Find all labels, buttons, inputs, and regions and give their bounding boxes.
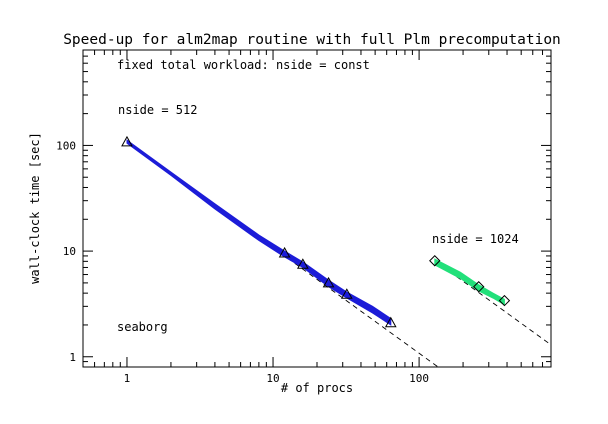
diamond-marker (429, 255, 441, 267)
y-axis-label: wall-clock time [sec] (28, 132, 42, 284)
series-label: nside = 512 (118, 103, 197, 117)
series-label: nside = 1024 (432, 232, 519, 246)
x-tick-label: 1 (124, 372, 131, 385)
data-markers (121, 135, 511, 328)
triangle-marker (340, 288, 353, 299)
x-axis-label: # of procs (281, 381, 353, 395)
y-tick-label: 10 (63, 245, 76, 258)
ideal-scaling-lines (126, 141, 551, 367)
y-tick-label: 1 (69, 351, 76, 364)
triangle-marker (384, 316, 397, 328)
x-tick-label: 10 (266, 372, 279, 385)
series-labels: nside = 512 nside = 1024 (118, 103, 519, 246)
diamond-marker (473, 281, 485, 293)
machine-annotation: seaborg (117, 320, 168, 334)
triangle-marker (296, 258, 309, 269)
triangle-marker (121, 135, 133, 147)
axis-tick-labels: 1 10 100 1 10 100 (56, 139, 429, 385)
ideal-scaling-line (434, 260, 551, 346)
chart-subtitle: fixed total workload: nside = const (117, 58, 370, 72)
triangle-marker (278, 246, 291, 258)
chart-title: Speed-up for alm2map routine with full P… (63, 32, 561, 48)
triangle-marker (322, 276, 335, 288)
x-tick-label: 100 (409, 372, 429, 385)
axis-ticks (82, 49, 552, 368)
timing-band (126, 139, 392, 326)
timing-bands (126, 139, 505, 326)
y-tick-label: 100 (56, 139, 76, 152)
timing-band (434, 258, 505, 306)
diamond-marker (498, 294, 511, 307)
